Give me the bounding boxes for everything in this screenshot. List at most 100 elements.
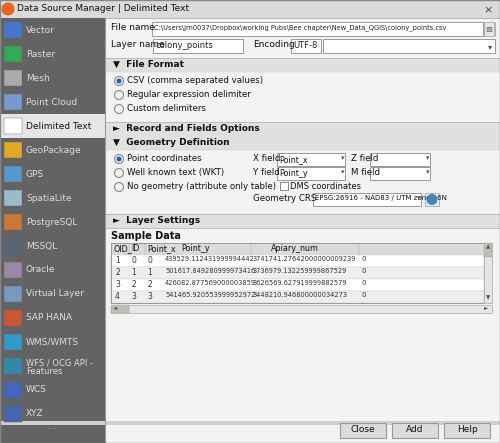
Text: Z field: Z field [351,154,378,163]
Text: Layer name: Layer name [111,40,165,49]
Text: DMS coordinates: DMS coordinates [290,182,361,191]
Text: 1: 1 [131,268,136,277]
Bar [105,136,500,150]
Bar [323,39,495,53]
Text: C:\Users\jrn0037\Dropbox\working Pubs\Bee chapter\New_Data_QGIS\colony_points.cs: C:\Users\jrn0037\Dropbox\working Pubs\Be… [154,24,446,31]
Text: 0: 0 [361,268,366,274]
Text: Apiary_num: Apiary_num [271,244,319,253]
Text: GeoPackage: GeoPackage [26,145,82,155]
Bar [280,182,288,190]
Bar [0,306,105,330]
Text: Geometry CRS: Geometry CRS [253,194,316,203]
Text: GPS: GPS [26,170,44,179]
Bar [111,243,484,303]
Bar [484,243,492,257]
Bar [0,378,105,402]
Bar [105,18,500,443]
Text: ▾: ▾ [341,169,345,175]
Text: 3: 3 [147,292,152,301]
Text: PostgreSQL: PostgreSQL [26,218,78,226]
Bar [111,255,484,267]
Text: 2: 2 [147,280,152,289]
Bar [0,66,105,90]
Text: Well known text (WKT): Well known text (WKT) [127,168,224,177]
Text: 3: 3 [115,280,120,289]
Bar [4,286,22,302]
Text: Point Cloud: Point Cloud [26,97,77,106]
Text: Vector: Vector [26,26,55,35]
Bar [0,90,105,114]
Bar [0,138,105,162]
Text: WCS: WCS [26,385,47,395]
Bar [0,234,105,258]
Text: 0: 0 [147,256,152,265]
Text: 3448210.946800000034273: 3448210.946800000034273 [253,292,348,298]
Bar [0,186,105,210]
Text: Encoding: Encoding [253,40,295,49]
Bar [152,22,483,36]
Text: 3736979.132259999867529: 3736979.132259999867529 [253,268,347,274]
Text: XYZ: XYZ [26,409,44,419]
Text: ▾: ▾ [417,195,421,201]
Text: ···: ··· [46,424,58,434]
Circle shape [114,155,124,163]
Bar [111,305,492,313]
Bar [4,310,22,326]
Text: Point coordinates: Point coordinates [127,154,202,163]
Text: ►: ► [484,305,488,310]
Bar [4,358,22,374]
Bar [313,193,421,206]
Text: 0: 0 [361,292,366,298]
Bar [4,214,22,230]
Bar [0,18,105,443]
Text: ►  Layer Settings: ► Layer Settings [113,216,200,225]
Text: 1: 1 [147,268,152,277]
Bar [291,39,321,53]
Circle shape [427,194,437,205]
Circle shape [114,105,124,113]
Text: colony_points: colony_points [155,41,213,50]
Bar [105,214,500,228]
Text: 501617.849280999973416: 501617.849280999973416 [165,268,256,274]
Text: ID: ID [131,244,140,253]
Bar [105,58,500,72]
Text: 3626569.627919999882579: 3626569.627919999882579 [253,280,348,286]
Text: WFS / OCG API -: WFS / OCG API - [26,358,93,368]
Bar [0,18,105,42]
Bar [4,94,22,110]
Text: ▾: ▾ [426,155,430,161]
Text: 0: 0 [361,256,366,262]
Bar [111,267,484,279]
Text: ×: × [484,5,492,15]
Bar [484,22,494,36]
Bar [0,258,105,282]
Text: 0: 0 [361,280,366,286]
Text: Close: Close [350,425,376,434]
Text: Add: Add [406,425,424,434]
Bar [0,330,105,354]
Text: Virtual Layer: Virtual Layer [26,289,84,299]
Text: Point_y: Point_y [181,244,210,253]
Text: EPSG:26916 - NAD83 / UTM zone 16N: EPSG:26916 - NAD83 / UTM zone 16N [315,195,447,201]
Text: Oracle: Oracle [26,265,56,275]
Text: Data Source Manager | Delimited Text: Data Source Manager | Delimited Text [17,4,189,13]
Text: ▲: ▲ [486,244,490,249]
Bar [105,122,500,136]
Text: File name: File name [111,23,155,32]
Text: ◄: ◄ [113,305,117,310]
Bar [0,210,105,234]
Bar [0,282,105,306]
Circle shape [116,78,121,83]
Text: Y field: Y field [253,168,280,177]
Bar [111,305,129,313]
Text: No geometry (attribute only table): No geometry (attribute only table) [127,182,276,191]
Text: ▾: ▾ [341,155,345,161]
Circle shape [114,90,124,100]
Bar [392,423,438,438]
Text: Custom delimiters: Custom delimiters [127,104,206,113]
Text: ▼  File Format: ▼ File Format [113,60,184,69]
Circle shape [114,168,124,178]
Text: Delimited Text: Delimited Text [26,121,92,131]
Text: WMS/WMTS: WMS/WMTS [26,338,79,346]
Bar [0,0,500,18]
